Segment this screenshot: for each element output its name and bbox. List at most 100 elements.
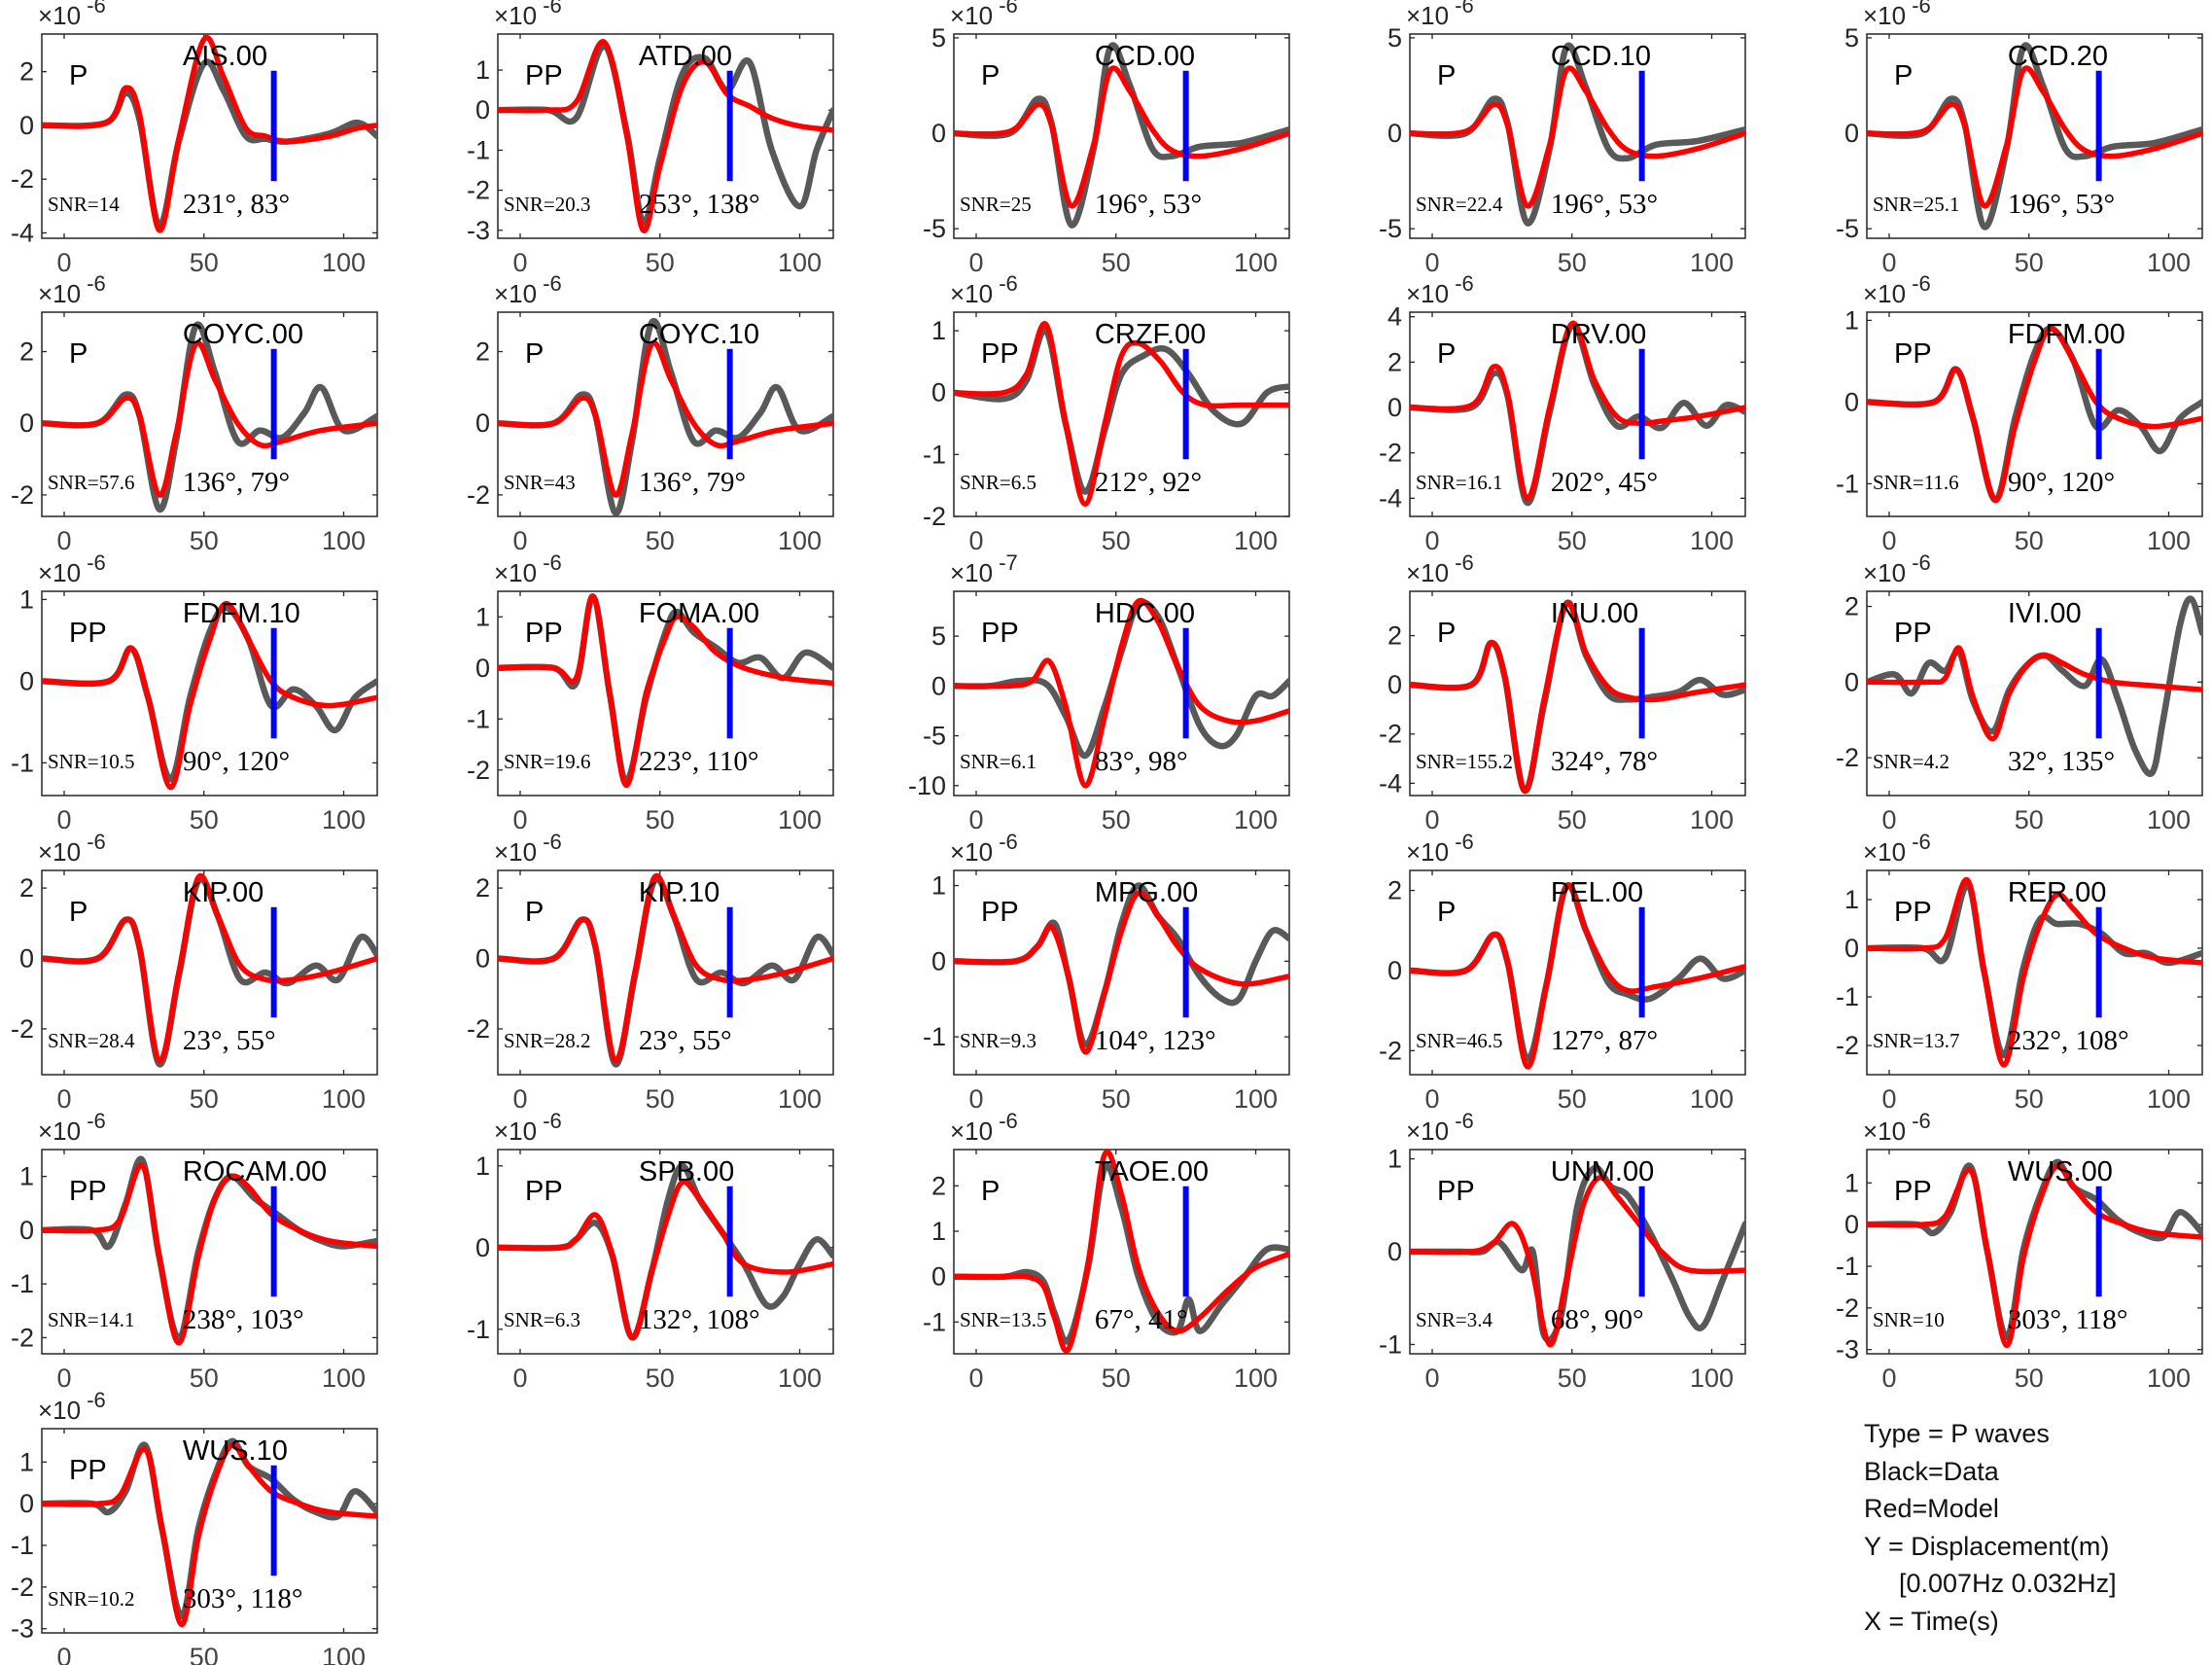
snr-label: SNR=14.1 (48, 1308, 134, 1331)
y-tick-label: -5 (1836, 214, 1859, 243)
y-tick-label: 0 (1844, 1210, 1859, 1239)
y-tick-label: 0 (1844, 387, 1859, 416)
panel-coyc-10: 0 50 100 -2 0 2×10 -6 P COYC.10 SNR=43 136°, 79° (467, 271, 834, 555)
data-trace (954, 42, 1289, 229)
angles-label: 196°, 53° (2008, 189, 2115, 220)
x-tick-label: 50 (1102, 1084, 1131, 1114)
y-tick-label: 0 (19, 408, 34, 438)
y-tick-label: -2 (11, 1014, 34, 1044)
y-tick-label: 0 (1844, 934, 1859, 963)
x-tick-label: 0 (56, 1643, 71, 1665)
y-tick-label: -3 (11, 1614, 34, 1644)
legend-y: Y = Displacement(m) (1864, 1531, 2110, 1561)
x-tick-label: 100 (1234, 1364, 1278, 1393)
y-tick-label: 2 (931, 1171, 946, 1200)
axes-box (953, 1149, 1290, 1355)
data-trace (1410, 42, 1745, 227)
angles-label: 68°, 90° (1551, 1304, 1644, 1335)
snr-label: SNR=9.3 (960, 1029, 1036, 1052)
y-tick-label: -1 (1836, 1252, 1859, 1281)
model-trace (1410, 600, 1745, 794)
station-label: CCD.10 (1551, 41, 1651, 72)
y-tick-label: -5 (1379, 214, 1402, 243)
x-tick-label: 0 (1424, 248, 1439, 277)
model-trace (954, 321, 1289, 508)
snr-label: SNR=155.2 (1416, 750, 1513, 773)
y-tick-label: 0 (931, 671, 946, 700)
y-tick-label: -2 (923, 502, 946, 531)
y-tick-label: 0 (19, 944, 34, 974)
model-trace (954, 65, 1289, 209)
x-tick-label: 50 (1102, 1364, 1131, 1393)
panel-hdc-00: 0 50 100 -10 -5 0 5 ×10 -7 PP HDC.00 SNR=6.1 83°, 9… (908, 550, 1290, 834)
y-tick-label: 2 (19, 337, 34, 367)
model-trace (42, 1162, 377, 1346)
axes-box (1866, 869, 2203, 1076)
x-tick-label: 0 (1881, 1364, 1896, 1393)
snr-label: SNR=10.2 (48, 1587, 134, 1611)
snr-label: SNR=4.2 (1873, 750, 1949, 773)
x-tick-label: 0 (1424, 1364, 1439, 1393)
phase-label: PP (525, 60, 563, 91)
y-tick-label: 0 (475, 408, 490, 438)
panel-taoe-00: 0 50 100 -1 0 1 2×10 -6 P TAOE.00 SNR=13.5 67°, 41… (923, 1109, 1290, 1393)
axis-exponent: ×10 -6 (38, 830, 106, 867)
x-tick-label: 0 (968, 1364, 983, 1393)
snr-label: SNR=20.3 (504, 193, 590, 216)
phase-label: PP (1894, 338, 1932, 370)
station-label: ROCAM.00 (183, 1156, 327, 1187)
snr-label: SNR=3.4 (1416, 1308, 1492, 1331)
axis-exponent: ×10 -6 (38, 1388, 106, 1425)
y-tick-label: 2 (1387, 876, 1402, 905)
x-tick-label: 0 (512, 1084, 527, 1114)
x-tick-label: 50 (2015, 248, 2044, 277)
model-trace (1867, 877, 2202, 1068)
x-tick-label: 100 (778, 1084, 822, 1114)
phase-label: PP (981, 338, 1019, 370)
y-tick-label: -3 (467, 216, 490, 245)
y-tick-label: 2 (19, 57, 34, 87)
y-tick-label: 0 (1387, 393, 1402, 422)
x-tick-label: 50 (646, 526, 675, 555)
panel-ais-00: 0 50 100 -4 -2 0 2×10 -6 P AIS.00 SNR=14 231°, 83° (11, 0, 378, 277)
x-tick-label: 50 (1558, 248, 1587, 277)
angles-label: 196°, 53° (1095, 189, 1202, 220)
axis-exponent: ×10 -6 (1863, 0, 1931, 30)
axes-box (953, 590, 1290, 797)
model-trace (42, 872, 377, 1064)
panel-coyc-00: 0 50 100 -2 0 2×10 -6 P COYC.00 SNR=57.6 136°, 79… (11, 271, 378, 555)
angles-label: 253°, 138° (639, 189, 760, 220)
phase-label: P (69, 897, 88, 928)
legend: Type = P waves Black=Data Red=Model Y = … (1864, 1415, 2194, 1640)
y-tick-label: -2 (11, 1323, 34, 1352)
x-tick-label: 0 (1424, 526, 1439, 555)
x-tick-label: 50 (1558, 805, 1587, 834)
station-label: RER.00 (2008, 877, 2107, 908)
model-trace (1867, 645, 2202, 742)
y-tick-label: 2 (475, 337, 490, 367)
x-tick-label: 0 (56, 805, 71, 834)
snr-label: SNR=6.3 (504, 1308, 580, 1331)
axes-box (497, 1149, 834, 1355)
y-tick-label: -5 (923, 214, 946, 243)
angles-label: 136°, 79° (183, 467, 290, 498)
angles-label: 90°, 120° (2008, 467, 2115, 498)
x-tick-label: 0 (56, 1364, 71, 1393)
y-tick-label: 5 (1844, 23, 1859, 53)
phase-label: P (1437, 338, 1456, 370)
x-tick-label: 100 (322, 526, 366, 555)
x-tick-label: 100 (1690, 248, 1734, 277)
y-tick-label: -2 (467, 756, 490, 785)
y-tick-label: -2 (1379, 1036, 1402, 1065)
snr-label: SNR=6.1 (960, 750, 1036, 773)
phase-label: PP (69, 1455, 107, 1486)
data-trace (1867, 42, 2202, 230)
x-tick-label: 100 (322, 1084, 366, 1114)
phase-label: P (981, 60, 1000, 91)
snr-label: SNR=11.6 (1873, 471, 1959, 494)
phase-label: P (69, 60, 88, 91)
y-tick-label: 5 (931, 23, 946, 53)
angles-label: 67°, 41° (1095, 1304, 1188, 1335)
station-label: HDC.00 (1095, 598, 1195, 629)
panel-ccd-20: 0 50 100 -5 0 5×10 -6 P CCD.20 SNR=25.1 196°, 53° (1836, 0, 2203, 277)
